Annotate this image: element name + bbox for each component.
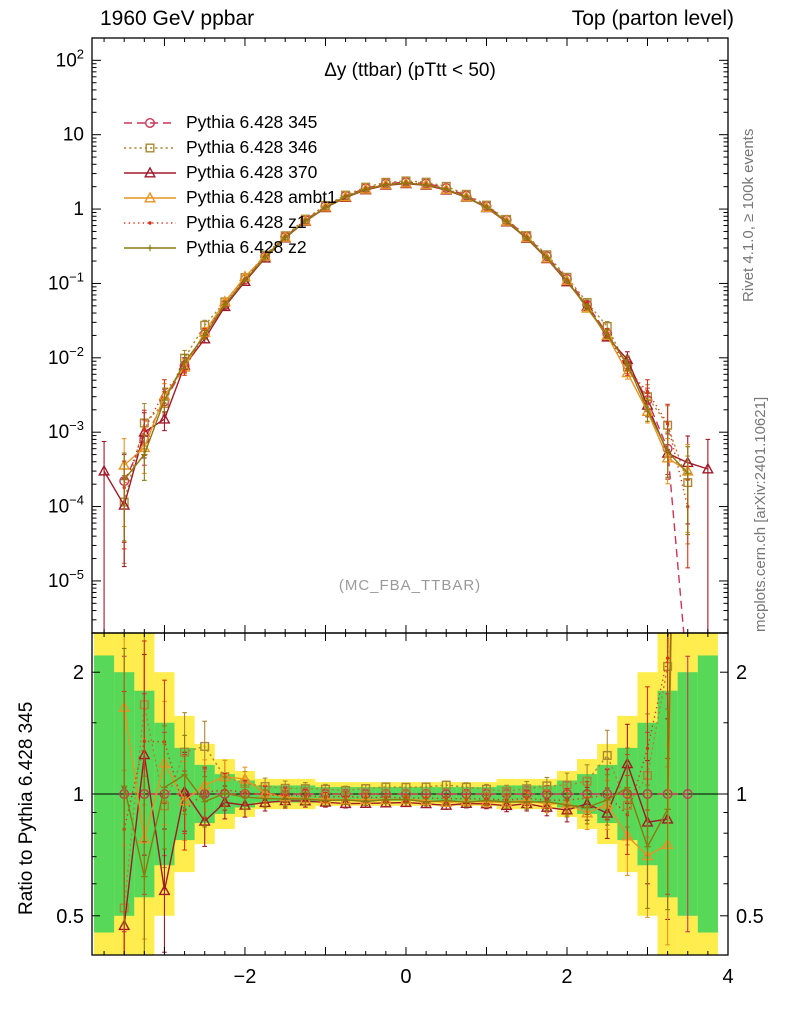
legend-item: Pythia 6.428 ambt1 [122, 185, 337, 210]
data-marker [601, 330, 614, 342]
x-tick-label: −2 [234, 966, 257, 988]
data-marker [381, 782, 391, 792]
process-label: Top (parton level) [571, 7, 734, 30]
data-marker [645, 746, 650, 751]
data-marker [158, 884, 171, 896]
data-marker [144, 191, 156, 203]
data-marker [665, 422, 670, 426]
beam-energy-label: 1960 GeV ppbar [100, 7, 255, 30]
data-marker [401, 782, 411, 792]
ratio-tick-label-right: 2 [736, 662, 747, 684]
ratio-tick-label-left: 1 [73, 784, 84, 806]
data-marker [520, 231, 533, 243]
ratio-tick-label-right: 1 [736, 784, 747, 806]
data-marker [379, 796, 392, 808]
series-main [121, 179, 691, 542]
data-marker [279, 230, 292, 242]
rivet-version-label: Rivet 4.1.0, ≥ 100k events [740, 128, 757, 302]
data-marker [500, 799, 513, 811]
mcplots-arxiv-label: mcplots.cern.ch [arXiv:2401.10621] [752, 396, 769, 632]
data-marker [645, 390, 650, 394]
legend-item: Pythia 6.428 z1 [122, 210, 337, 235]
y-tick-label: 10−2 [48, 344, 84, 369]
legend-sample [124, 166, 176, 178]
data-marker [440, 798, 453, 810]
legend-item-label: Pythia 6.428 ambt1 [186, 187, 337, 207]
legend-item-label: Pythia 6.428 z1 [186, 212, 307, 232]
series-ratio [121, 633, 672, 955]
data-marker [339, 797, 352, 809]
data-marker [142, 428, 147, 432]
y-tick-label: 10−1 [48, 269, 84, 294]
series-main [119, 177, 685, 633]
y-tick-label: 10−4 [48, 493, 84, 518]
y-tick-label: 102 [56, 46, 84, 71]
legend-item: Pythia 6.428 346 [122, 135, 337, 160]
analysis-watermark: (MC_FBA_TTBAR) [338, 577, 482, 594]
data-marker [480, 795, 493, 807]
x-tick-label: 0 [400, 966, 411, 988]
legend-sample [124, 191, 176, 203]
data-marker [542, 781, 552, 791]
ratio-tick-label-left: 0.5 [56, 906, 84, 928]
legend-item: Pythia 6.428 345 [122, 110, 337, 135]
data-marker [142, 739, 147, 743]
legend-item-label: Pythia 6.428 z2 [186, 237, 307, 257]
data-marker [420, 797, 433, 809]
legend-item: Pythia 6.428 z2 [122, 235, 337, 260]
x-tick-label: 2 [561, 966, 572, 988]
legend-sample [124, 142, 176, 152]
data-marker [682, 789, 693, 800]
data-marker [421, 782, 431, 792]
y-tick-label: 10−3 [48, 418, 84, 443]
data-marker [665, 656, 670, 660]
legend-sample [124, 220, 176, 225]
ratio-axis-label: Ratio to Pythia 6.428 345 [16, 701, 37, 915]
data-marker [602, 750, 612, 760]
data-marker [480, 797, 493, 809]
legend-sample [124, 117, 176, 128]
data-marker [561, 274, 573, 286]
ratio-tick-label-right: 0.5 [736, 906, 764, 928]
plot-title: Δy (ttbar) (pTtt < 50) [324, 60, 496, 81]
data-marker [481, 784, 491, 794]
data-marker [461, 782, 471, 792]
legend-item: Pythia 6.428 370 [122, 160, 337, 185]
legend-item-label: Pythia 6.428 345 [186, 112, 318, 132]
data-marker [361, 784, 371, 794]
data-marker [399, 796, 412, 808]
data-marker [98, 464, 111, 476]
data-marker [145, 142, 155, 152]
legend-item-label: Pythia 6.428 346 [186, 137, 318, 157]
data-marker [148, 220, 152, 225]
legend: Pythia 6.428 345 Pythia 6.428 346 Pythia 6… [122, 110, 337, 260]
data-marker [460, 797, 473, 809]
data-marker [145, 117, 156, 128]
data-marker [158, 412, 171, 424]
data-marker [441, 780, 451, 790]
data-marker [200, 741, 210, 751]
data-marker [440, 795, 453, 807]
x-tick-label: 4 [722, 966, 733, 988]
legend-sample [124, 244, 176, 251]
y-tick-label: 10−5 [48, 567, 84, 592]
ratio-tick-label-left: 2 [73, 662, 84, 684]
data-marker [701, 462, 714, 474]
legend-item-label: Pythia 6.428 370 [186, 162, 318, 182]
data-marker [319, 795, 332, 807]
data-marker [144, 166, 156, 178]
y-tick-label: 10 [63, 125, 84, 146]
y-tick-label: 1 [73, 199, 84, 220]
